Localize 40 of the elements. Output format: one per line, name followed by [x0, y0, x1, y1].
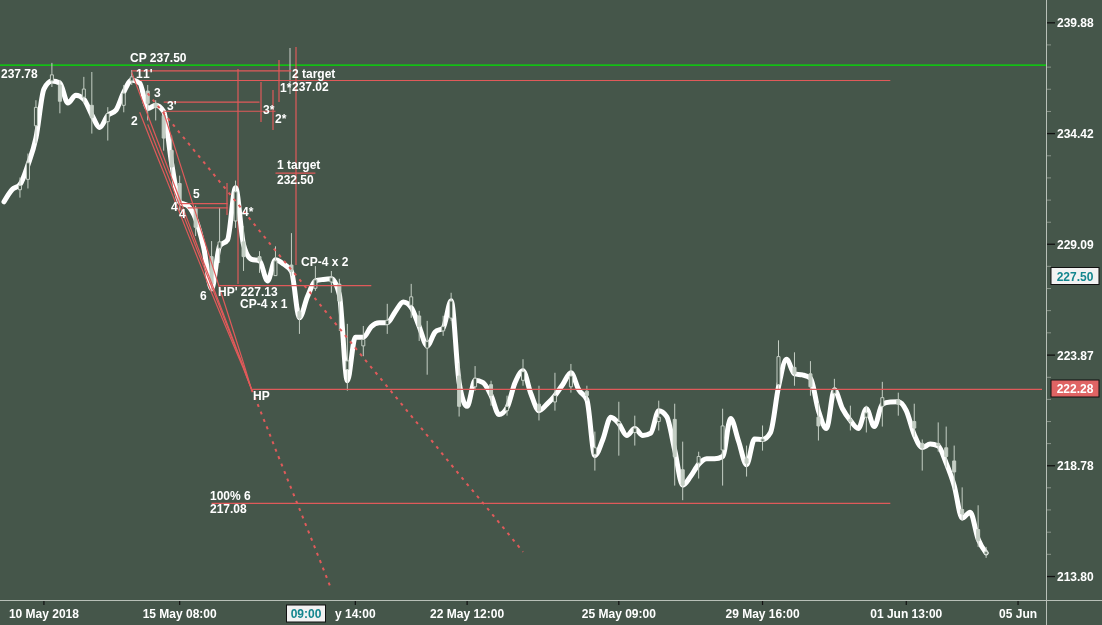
annotation: 4	[171, 200, 178, 214]
annotation: CP-4 x 1	[240, 296, 288, 311]
x-tick-label: 05 Jun	[999, 607, 1038, 621]
text: 222.28	[1056, 382, 1094, 396]
annotation: 232.50	[277, 173, 315, 187]
annotation: 1'	[143, 67, 153, 81]
y-tick-label: 229.09	[1057, 237, 1095, 252]
y-tick-label: 234.42	[1057, 127, 1095, 142]
x-tick-label: 01 Jun 13:00	[870, 607, 943, 621]
x-tick-label: 29 May 16:00	[725, 607, 800, 621]
x-tick-label: 15 May 08:00	[142, 607, 217, 621]
y-tick-label: 239.88	[1057, 16, 1095, 31]
annotation: 3'	[167, 99, 177, 113]
x-tick-label: 22 May 12:00	[430, 607, 505, 621]
text: 09:00	[290, 607, 322, 621]
ref-line-label: 237.78	[1, 67, 39, 82]
annotation: 237.02	[292, 80, 330, 94]
annotation: 4*	[242, 205, 254, 219]
x-tick-label: 25 May 09:00	[581, 607, 657, 621]
annotation: 217.08	[210, 502, 248, 516]
annotation: 6	[200, 289, 207, 303]
annotation: HP	[253, 389, 270, 403]
annotation: 100% 6	[210, 489, 252, 503]
annotation: 4	[179, 207, 186, 221]
y-tick-label: 213.80	[1057, 570, 1095, 585]
annotation: 1*	[280, 81, 292, 95]
annotation: CP-4 x 2	[301, 255, 349, 269]
y-tick-label: 223.87	[1057, 348, 1095, 363]
annotation: 2	[131, 114, 138, 128]
annotation: 2 target	[292, 67, 336, 81]
annotation: 5	[193, 187, 200, 201]
annotation: CP 237.50	[130, 51, 187, 65]
annotation: 2*	[275, 112, 287, 126]
y-tick-label: 218.78	[1057, 459, 1095, 474]
x-tick-label: y 14:00	[334, 607, 376, 621]
annotation: 1 target	[277, 158, 321, 172]
annotation: 3	[154, 86, 161, 100]
annotation: 1	[136, 67, 143, 81]
x-tick-label: 10 May 2018	[8, 607, 80, 621]
text: 227.50	[1056, 269, 1094, 284]
